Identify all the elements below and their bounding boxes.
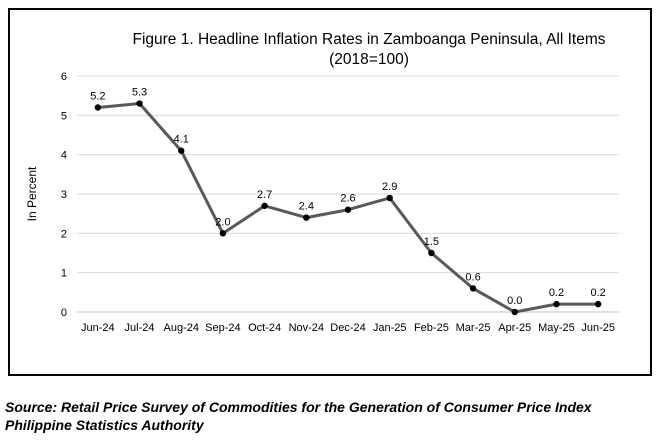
y-axis-label: In Percent xyxy=(25,166,39,221)
data-label: 1.5 xyxy=(424,236,439,248)
x-tick-label: Nov-24 xyxy=(289,322,324,334)
data-label: 0.2 xyxy=(591,287,606,299)
x-tick-label: Jul-24 xyxy=(125,322,155,334)
data-label: 0.2 xyxy=(549,287,564,299)
source-line-2: Philippine Statistics Authority xyxy=(5,417,204,433)
data-point xyxy=(303,214,310,221)
data-label: 5.3 xyxy=(132,87,147,99)
x-tick-label: Dec-24 xyxy=(330,322,365,334)
x-tick-label: Aug-24 xyxy=(163,322,198,334)
y-tick-label: 1 xyxy=(61,268,67,280)
data-point xyxy=(428,249,435,257)
data-label: 2.0 xyxy=(215,216,230,228)
data-point xyxy=(594,300,602,308)
x-tick-label: Apr-25 xyxy=(498,322,531,334)
chart-title: Figure 1. Headline Inflation Rates in Za… xyxy=(132,31,605,48)
x-tick-label: Jan-25 xyxy=(373,322,407,334)
y-tick-label: 5 xyxy=(61,110,67,122)
data-point xyxy=(511,308,518,316)
data-label: 2.9 xyxy=(382,181,397,193)
data-label: 4.1 xyxy=(174,134,189,146)
y-tick-label: 0 xyxy=(61,307,67,319)
x-tick-label: Feb-25 xyxy=(414,322,449,334)
data-point xyxy=(94,104,102,111)
data-label: 2.4 xyxy=(299,201,314,213)
x-tick-label: Jun-25 xyxy=(581,322,615,334)
y-tick-label: 3 xyxy=(61,189,67,201)
data-label: 5.2 xyxy=(90,90,105,102)
data-point xyxy=(178,147,185,154)
data-point xyxy=(136,100,143,107)
chart-frame xyxy=(8,8,652,376)
data-label: 2.7 xyxy=(257,189,272,201)
y-tick-label: 2 xyxy=(61,228,67,240)
x-tick-label: Sep-24 xyxy=(205,322,240,334)
x-tick-label: Mar-25 xyxy=(456,322,491,334)
y-tick-label: 4 xyxy=(61,150,67,162)
x-tick-label: May-25 xyxy=(538,322,575,334)
data-label: 2.6 xyxy=(340,193,355,205)
data-point xyxy=(219,230,227,237)
data-label: 0.0 xyxy=(507,295,522,307)
x-tick-label: Jun-24 xyxy=(81,322,115,334)
chart-subtitle: (2018=100) xyxy=(329,51,409,68)
data-point xyxy=(469,285,477,292)
data-point xyxy=(553,300,560,308)
y-tick-label: 6 xyxy=(61,71,67,83)
source-line-1: Source: Retail Price Survey of Commoditi… xyxy=(5,399,592,415)
data-point xyxy=(344,206,352,213)
line-chart: Figure 1. Headline Inflation Rates in Za… xyxy=(25,31,619,334)
x-tick-label: Oct-24 xyxy=(248,322,281,334)
data-label: 0.6 xyxy=(465,271,480,283)
source-note: Source: Retail Price Survey of Commoditi… xyxy=(5,398,592,434)
data-point xyxy=(261,202,268,209)
data-point xyxy=(386,194,393,202)
